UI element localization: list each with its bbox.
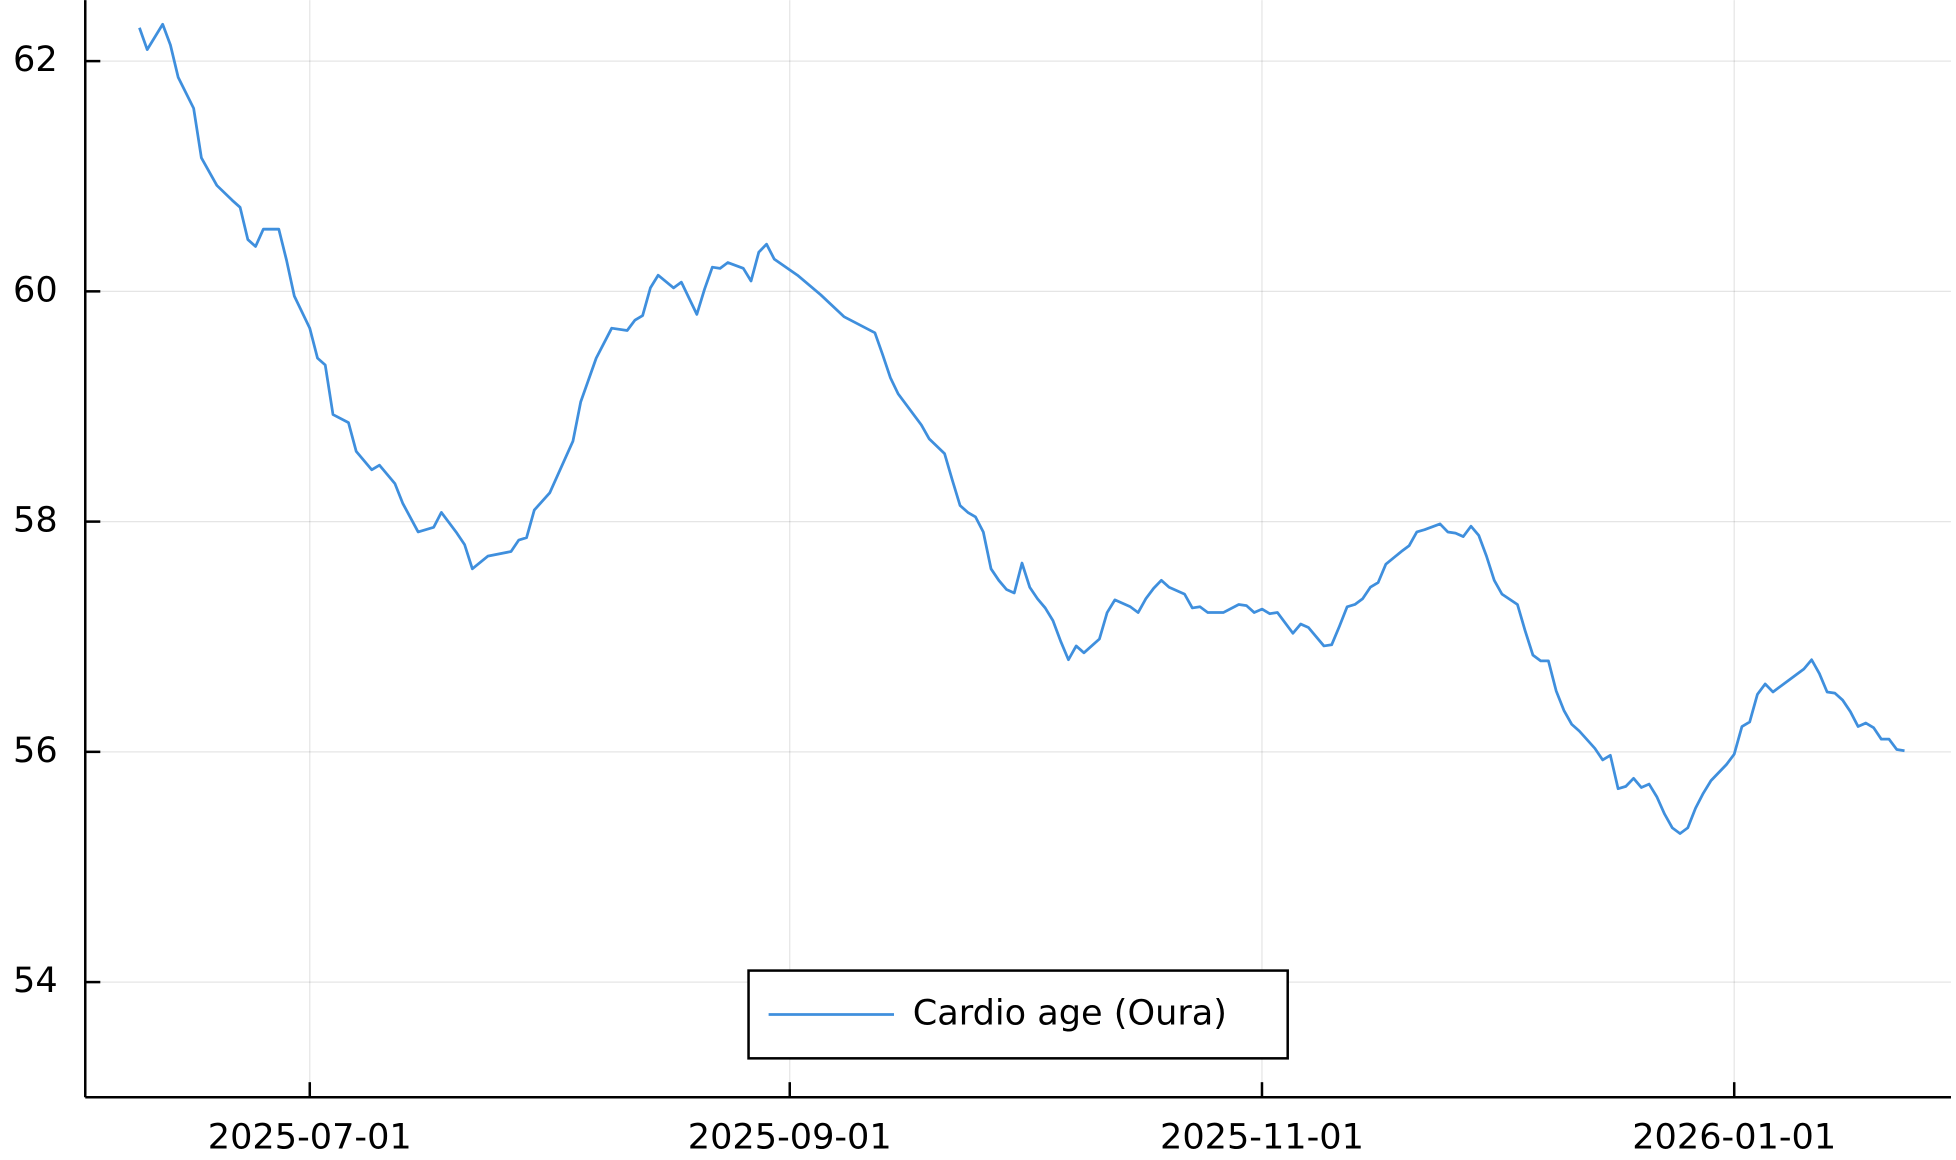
x-tick-label: 2026-01-01 <box>1632 1117 1836 1158</box>
data-line <box>138 22 1905 835</box>
y-tick-label: 60 <box>13 269 58 310</box>
x-tick-label: 2025-07-01 <box>208 1117 412 1158</box>
legend-label: Cardio age (Oura) <box>913 992 1227 1033</box>
x-tick-label: 2025-09-01 <box>688 1117 892 1158</box>
legend: Cardio age (Oura) <box>747 969 1289 1060</box>
y-tick-label: 56 <box>13 730 58 771</box>
y-tick-label: 62 <box>13 39 58 80</box>
y-tick-label: 58 <box>13 500 58 541</box>
x-tick-label: 2025-11-01 <box>1160 1117 1364 1158</box>
y-tick-label: 54 <box>13 960 58 1001</box>
